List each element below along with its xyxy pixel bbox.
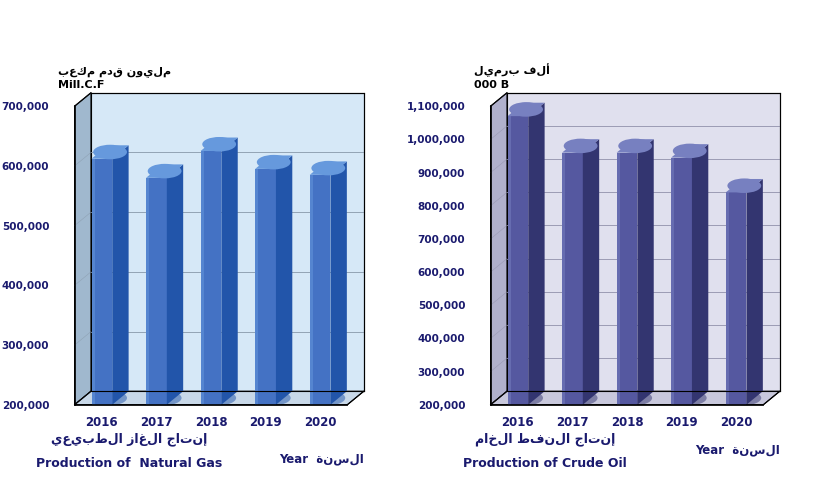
Text: Production of  Natural Gas: Production of Natural Gas xyxy=(36,457,222,470)
Polygon shape xyxy=(692,144,708,405)
Ellipse shape xyxy=(564,391,597,405)
Polygon shape xyxy=(255,169,276,405)
Polygon shape xyxy=(726,193,746,405)
Polygon shape xyxy=(92,159,95,405)
Polygon shape xyxy=(201,151,204,405)
Ellipse shape xyxy=(673,144,706,158)
Polygon shape xyxy=(92,145,129,159)
Polygon shape xyxy=(508,116,528,405)
Polygon shape xyxy=(146,165,183,178)
Polygon shape xyxy=(330,161,347,405)
Polygon shape xyxy=(617,152,637,405)
Polygon shape xyxy=(617,152,620,405)
Polygon shape xyxy=(75,391,364,405)
Ellipse shape xyxy=(727,179,761,193)
Ellipse shape xyxy=(618,391,652,405)
Ellipse shape xyxy=(509,391,543,405)
Polygon shape xyxy=(201,137,238,151)
Text: Mill.C.F: Mill.C.F xyxy=(58,80,105,90)
Polygon shape xyxy=(671,158,692,405)
Polygon shape xyxy=(255,169,258,405)
Ellipse shape xyxy=(148,391,181,405)
Polygon shape xyxy=(671,144,708,158)
Polygon shape xyxy=(528,103,545,405)
Polygon shape xyxy=(582,139,599,405)
Ellipse shape xyxy=(509,102,543,117)
Polygon shape xyxy=(310,175,313,405)
Polygon shape xyxy=(146,178,166,405)
Polygon shape xyxy=(491,391,780,405)
Ellipse shape xyxy=(257,391,290,405)
Text: 000 B: 000 B xyxy=(474,80,509,90)
Ellipse shape xyxy=(311,161,345,175)
Ellipse shape xyxy=(673,391,706,405)
Polygon shape xyxy=(92,159,112,405)
Ellipse shape xyxy=(257,155,290,169)
Polygon shape xyxy=(166,165,183,405)
Polygon shape xyxy=(276,155,292,405)
Polygon shape xyxy=(91,93,364,391)
Text: Year  ةنسلا: Year ةنسلا xyxy=(279,453,364,466)
Text: Year  ةنسلا: Year ةنسلا xyxy=(695,443,780,456)
Polygon shape xyxy=(508,116,511,405)
Text: ليمرب فلأ: ليمرب فلأ xyxy=(474,63,550,76)
Polygon shape xyxy=(146,178,149,405)
Polygon shape xyxy=(221,137,238,405)
Polygon shape xyxy=(726,193,729,405)
Ellipse shape xyxy=(148,164,181,179)
Polygon shape xyxy=(726,179,763,193)
Ellipse shape xyxy=(93,391,127,405)
Polygon shape xyxy=(112,145,129,405)
Polygon shape xyxy=(746,179,763,405)
Polygon shape xyxy=(507,93,780,391)
Polygon shape xyxy=(617,139,654,152)
Polygon shape xyxy=(75,93,91,405)
Ellipse shape xyxy=(311,391,345,405)
Text: يعيبطلا زاغلا جاتنإ: يعيبطلا زاغلا جاتنإ xyxy=(51,433,207,446)
Polygon shape xyxy=(310,161,347,175)
Polygon shape xyxy=(562,152,565,405)
Polygon shape xyxy=(310,175,330,405)
Ellipse shape xyxy=(727,391,761,405)
Polygon shape xyxy=(562,139,599,152)
Ellipse shape xyxy=(93,145,127,159)
Polygon shape xyxy=(201,151,221,405)
Polygon shape xyxy=(671,158,674,405)
Polygon shape xyxy=(255,155,292,169)
Polygon shape xyxy=(491,93,507,405)
Text: بعكم مدق نويلم: بعكم مدق نويلم xyxy=(58,66,171,76)
Text: ماخلا طفنلا جاتنإ: ماخلا طفنلا جاتنإ xyxy=(475,433,615,446)
Ellipse shape xyxy=(618,138,652,153)
Ellipse shape xyxy=(564,138,597,153)
Polygon shape xyxy=(508,103,545,116)
Text: Production of Crude Oil: Production of Crude Oil xyxy=(463,457,626,470)
Polygon shape xyxy=(562,152,582,405)
Ellipse shape xyxy=(202,137,236,151)
Ellipse shape xyxy=(202,391,236,405)
Polygon shape xyxy=(637,139,654,405)
